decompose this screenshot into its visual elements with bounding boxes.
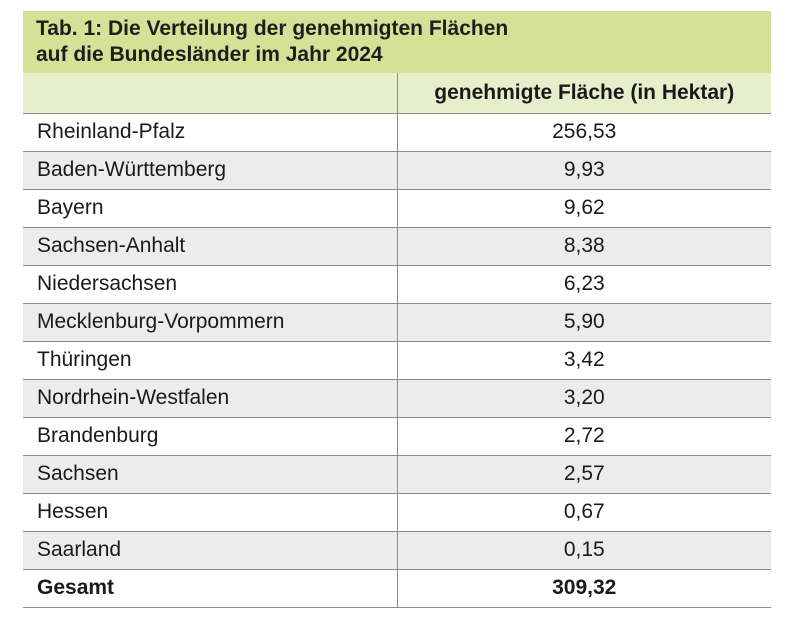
area-distribution-table: genehmigte Fläche (in Hektar) Rheinland-…	[23, 73, 771, 608]
table-row: Saarland 0,15	[23, 531, 771, 570]
table-row: Mecklenburg-Vorpommern 5,90	[23, 303, 771, 342]
state-name-cell: Thüringen	[23, 341, 398, 380]
area-value-cell: 3,42	[397, 341, 771, 380]
table-title-line-1: Tab. 1: Die Verteilung der genehmigten F…	[36, 17, 509, 40]
area-value-cell: 0,67	[397, 493, 771, 532]
state-name-cell: Rheinland-Pfalz	[23, 113, 398, 152]
table-row: Bayern 9,62	[23, 189, 771, 228]
area-value-cell: 9,93	[397, 151, 771, 190]
table-title-line-2: auf die Bundesländer im Jahr 2024	[36, 43, 383, 66]
state-name-cell: Mecklenburg-Vorpommern	[23, 303, 398, 342]
state-name-cell: Brandenburg	[23, 417, 398, 456]
data-table-container: Tab. 1: Die Verteilung der genehmigten F…	[23, 11, 771, 608]
area-value-cell: 256,53	[397, 113, 771, 152]
area-value-cell: 9,62	[397, 189, 771, 228]
table-row: Rheinland-Pfalz 256,53	[23, 113, 771, 152]
total-label-cell: Gesamt	[23, 569, 398, 608]
area-value-cell: 5,90	[397, 303, 771, 342]
table-row: Brandenburg 2,72	[23, 417, 771, 456]
header-empty-cell	[23, 73, 398, 114]
area-value-cell: 8,38	[397, 227, 771, 266]
table-row: Hessen 0,67	[23, 493, 771, 532]
area-value-cell: 0,15	[397, 531, 771, 570]
state-name-cell: Saarland	[23, 531, 398, 570]
table-row: Sachsen 2,57	[23, 455, 771, 494]
total-value-cell: 309,32	[397, 569, 771, 608]
table-title-block: Tab. 1: Die Verteilung der genehmigten F…	[23, 11, 771, 73]
state-name-cell: Baden-Württemberg	[23, 151, 398, 190]
area-value-cell: 2,72	[397, 417, 771, 456]
area-value-cell: 2,57	[397, 455, 771, 494]
table-row: Thüringen 3,42	[23, 341, 771, 380]
state-name-cell: Sachsen	[23, 455, 398, 494]
table-row: Baden-Württemberg 9,93	[23, 151, 771, 190]
total-row: Gesamt 309,32	[23, 569, 771, 608]
state-name-cell: Niedersachsen	[23, 265, 398, 304]
state-name-cell: Sachsen-Anhalt	[23, 227, 398, 266]
state-name-cell: Bayern	[23, 189, 398, 228]
table-header-row: genehmigte Fläche (in Hektar)	[23, 73, 771, 114]
table-row: Niedersachsen 6,23	[23, 265, 771, 304]
area-value-cell: 6,23	[397, 265, 771, 304]
table-row: Sachsen-Anhalt 8,38	[23, 227, 771, 266]
area-value-cell: 3,20	[397, 379, 771, 418]
table-row: Nordrhein-Westfalen 3,20	[23, 379, 771, 418]
table-body: Rheinland-Pfalz 256,53 Baden-Württemberg 9,…	[23, 113, 771, 608]
state-name-cell: Nordrhein-Westfalen	[23, 379, 398, 418]
header-area-column: genehmigte Fläche (in Hektar)	[397, 73, 771, 114]
state-name-cell: Hessen	[23, 493, 398, 532]
